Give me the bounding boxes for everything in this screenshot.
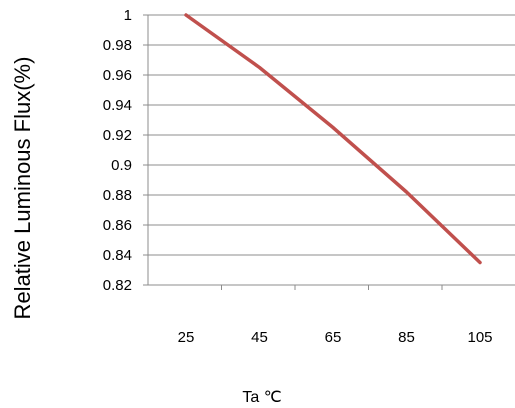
x-tick-label: 25 xyxy=(178,329,195,346)
x-tick-label: 45 xyxy=(251,329,268,346)
x-tick-label: 65 xyxy=(325,329,342,346)
x-axis-label: Ta ℃ xyxy=(242,389,281,406)
y-tick-label: 0.92 xyxy=(103,127,132,144)
y-tick-label: 0.84 xyxy=(103,247,132,264)
y-tick-label: 0.88 xyxy=(103,187,132,204)
x-tick-labels: 25 45 65 85 105 xyxy=(178,329,493,346)
y-tick-label: 0.98 xyxy=(103,37,132,54)
gridlines xyxy=(148,14,515,256)
y-tick-label: 0.96 xyxy=(103,67,132,84)
y-axis-label: Relative Luminous Flux(%) xyxy=(10,57,35,320)
y-tick-label: 0.9 xyxy=(111,157,132,174)
y-tick-label: 0.94 xyxy=(103,97,132,114)
series-line xyxy=(184,13,482,265)
x-tick-label: 85 xyxy=(398,329,415,346)
x-tick-label: 105 xyxy=(467,329,492,346)
y-tick-label: 0.86 xyxy=(103,217,132,234)
y-tick-label: 0.82 xyxy=(103,277,132,294)
y-tick-label: 1 xyxy=(124,7,132,24)
series-group xyxy=(184,13,482,265)
axes xyxy=(143,14,515,290)
y-tick-labels: 1 0.98 0.96 0.94 0.92 0.9 0.88 0.86 0.84 0.82 xyxy=(103,7,132,294)
